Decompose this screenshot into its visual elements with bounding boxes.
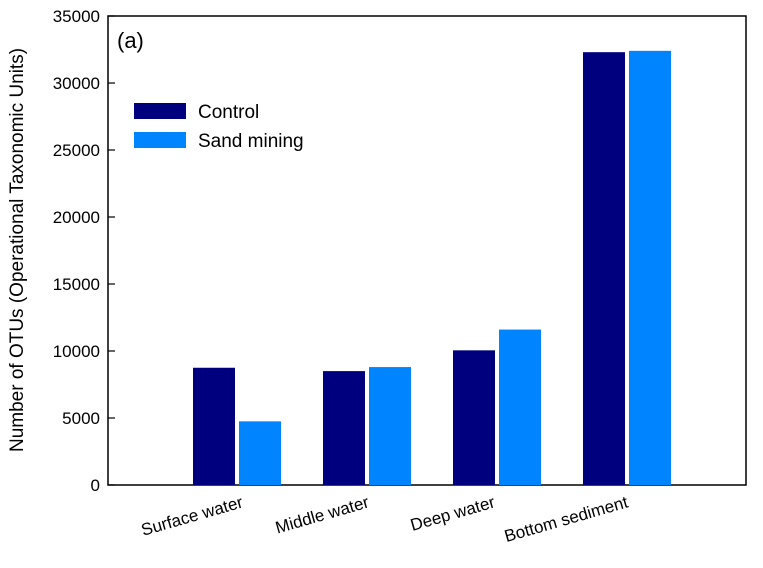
y-axis-title: Number of OTUs (Operational Taxonomic Un…	[7, 48, 28, 452]
x-tick-label: Surface water	[139, 492, 245, 539]
plot-area: 0 5000 10000 15000 20000 25000 30000 35000 Surf…	[53, 7, 747, 546]
y-tick-label: 25000	[53, 141, 100, 160]
bar-sand-mining-middle-water	[369, 367, 411, 485]
bars-group	[193, 50, 671, 486]
y-tick-label: 15000	[53, 275, 100, 294]
y-tick-label: 0	[91, 476, 100, 495]
legend-label: Sand mining	[198, 131, 304, 152]
legend-swatch	[134, 103, 186, 119]
legend: Control Sand mining	[134, 102, 304, 152]
y-tick-label: 20000	[53, 208, 100, 227]
x-tick-label: Middle water	[273, 492, 371, 537]
panel-label: (a)	[117, 28, 144, 53]
plot-frame	[107, 15, 747, 486]
legend-swatch	[134, 132, 186, 148]
bar-control-deep-water	[453, 350, 495, 485]
bar-sand-mining-bottom-sediment	[629, 50, 671, 486]
x-tick-label: Bottom sediment	[502, 493, 630, 547]
y-tick-label: 10000	[53, 342, 100, 361]
bar-control-surface-water	[193, 367, 235, 485]
bar-sand-mining-surface-water	[239, 421, 281, 485]
x-axis: Surface water Middle water Deep water Botto…	[139, 492, 630, 546]
y-tick-label: 30000	[53, 74, 100, 93]
bar-sand-mining-deep-water	[499, 329, 541, 485]
legend-label: Control	[198, 102, 259, 123]
y-axis: 0 5000 10000 15000 20000 25000 30000 35000	[53, 7, 115, 495]
y-tick-label: 35000	[53, 7, 100, 26]
x-tick-label: Deep water	[408, 492, 497, 534]
bar-control-middle-water	[323, 371, 365, 485]
y-tick-label: 5000	[62, 409, 100, 428]
bar-control-bottom-sediment	[583, 52, 625, 486]
